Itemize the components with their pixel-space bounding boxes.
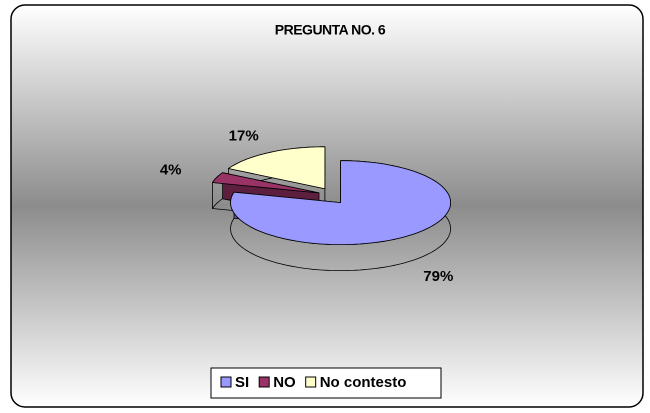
legend-swatch <box>258 376 270 388</box>
data-label: 17% <box>229 127 259 144</box>
data-label: 79% <box>423 268 453 285</box>
legend-swatch <box>220 376 232 388</box>
slice <box>230 160 451 245</box>
legend-swatch <box>305 376 317 388</box>
legend-box <box>210 367 442 399</box>
legend-label: SI <box>235 374 249 391</box>
chart-title: PREGUNTA NO. 6 <box>275 22 386 38</box>
slice <box>212 172 320 194</box>
legend-label: NO <box>273 374 296 391</box>
legend: SI NO No contesto <box>220 374 407 391</box>
legend-label: No contesto <box>320 374 407 391</box>
data-label: 4% <box>160 161 182 178</box>
slice <box>228 146 326 190</box>
